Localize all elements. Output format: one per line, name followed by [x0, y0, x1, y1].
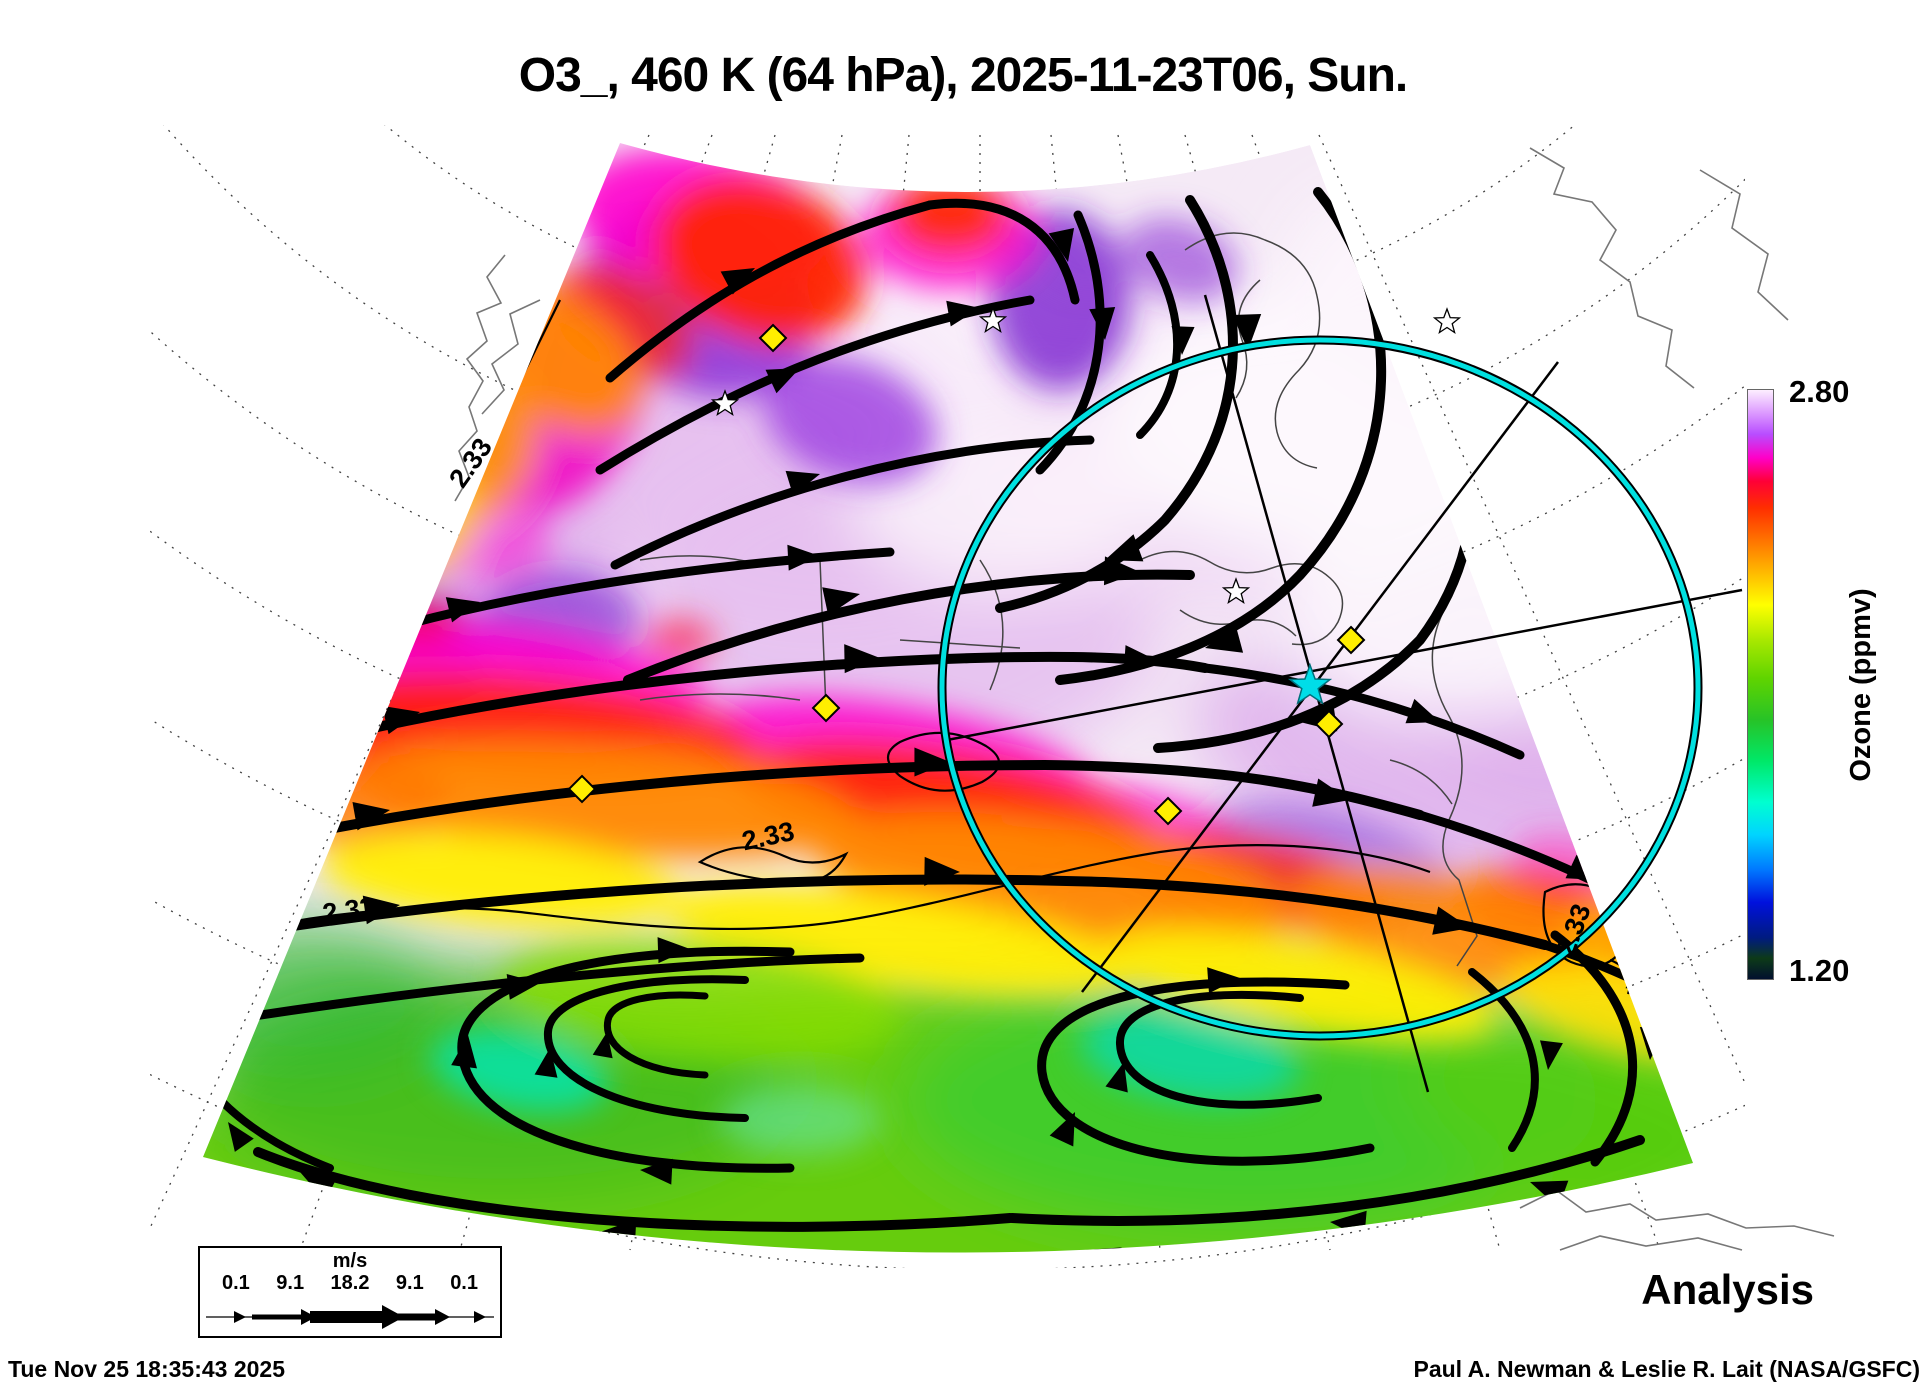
range-ring: [937, 335, 1703, 1041]
city-star-icon: [1432, 307, 1462, 334]
station-diamond-icon: [758, 323, 788, 353]
station-diamond-icon: [811, 693, 841, 723]
wind-legend-ticks: 0.1 9.1 18.2 9.1 0.1: [200, 1272, 500, 1295]
wind-speed-legend: m/s 0.1 9.1 18.2 9.1 0.1: [198, 1246, 502, 1338]
coastline-outside: [454, 147, 1835, 1251]
page-title: O3_, 460 K (64 hPa), 2025-11-23T06, Sun.: [518, 49, 1408, 102]
city-star-icon: [1221, 577, 1251, 604]
colorbar-min-label: 1.20: [1789, 953, 1850, 988]
station-diamond-icon: [567, 774, 597, 804]
wind-tick: 9.1: [276, 1272, 305, 1294]
wind-legend-unit: m/s: [332, 1250, 368, 1272]
credit-line: Paul A. Newman & Leslie R. Lait (NASA/GS…: [1413, 1356, 1920, 1382]
contour-label: 2.33: [321, 892, 377, 929]
city-star-icon: [978, 306, 1008, 333]
map-markers: [567, 306, 1462, 826]
creation-timestamp: Tue Nov 25 18:35:43 2025: [8, 1356, 286, 1382]
analysis-label: Analysis: [1641, 1266, 1814, 1313]
wind-tick: 0.1: [222, 1272, 250, 1294]
station-diamond-icon: [1314, 709, 1344, 739]
vortex-center-star-icon: [1287, 662, 1333, 705]
colorbar-title: Ozone (ppmv): [1845, 588, 1877, 782]
colorbar: [1747, 389, 1774, 980]
city-star-icon: [710, 389, 740, 416]
cross-section-line: [1081, 361, 1559, 993]
station-diamond-icon: [1336, 625, 1366, 655]
wind-scale-arrow-icon: [204, 1300, 496, 1339]
station-diamond-icon: [1153, 796, 1183, 826]
wind-tick: 9.1: [395, 1272, 424, 1294]
colorbar-max-label: 2.80: [1789, 374, 1850, 409]
cross-section-line: [946, 588, 1743, 742]
wind-tick: 0.1: [450, 1272, 478, 1294]
wind-tick: 18.2: [330, 1272, 370, 1294]
